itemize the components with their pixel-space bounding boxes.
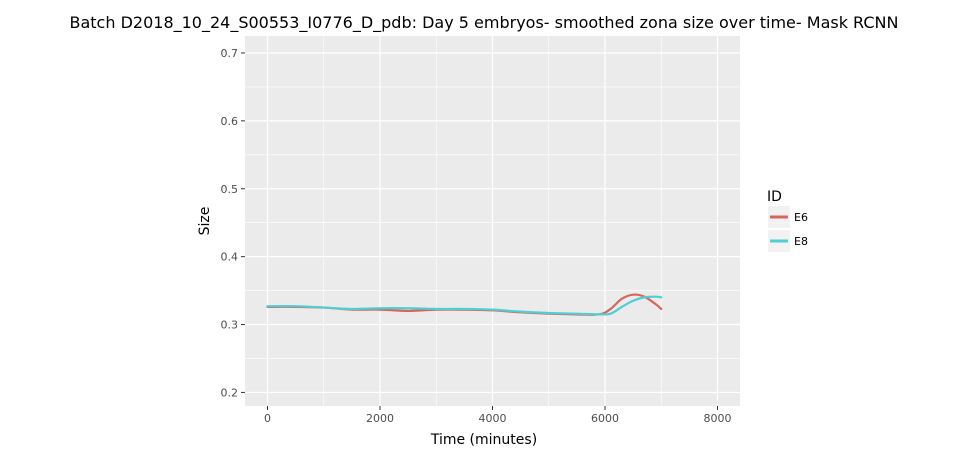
x-tick-label: 6000 [591,412,619,425]
y-axis-title: Size [197,207,213,236]
y-tick-label: 0.7 [221,47,239,60]
y-tick-label: 0.5 [221,183,239,196]
y-tick-label: 0.4 [221,251,239,264]
legend-title: ID [767,189,782,205]
y-tick-label: 0.6 [221,115,239,128]
x-tick-label: 0 [264,412,271,425]
x-tick-label: 8000 [704,412,732,425]
x-tick-label: 2000 [366,412,394,425]
x-axis-ticks: 0 2000 4000 6000 8000 [264,406,732,425]
grid-major [245,36,740,406]
x-axis-title: Time (minutes) [430,432,537,448]
y-tick-label: 0.2 [221,386,239,399]
chart-title: Batch D2018_10_24_S00553_I0776_D_pdb: Da… [70,13,899,33]
legend: ID E6 E8 [767,189,808,252]
y-axis-ticks: 0.2 0.3 0.4 0.5 0.6 0.7 [221,47,245,399]
legend-label-e6: E6 [794,211,808,224]
series-line-e8 [266,295,663,316]
y-tick-label: 0.3 [221,319,239,332]
series-lines [266,293,663,316]
legend-label-e8: E8 [794,235,808,248]
x-tick-label: 4000 [479,412,507,425]
